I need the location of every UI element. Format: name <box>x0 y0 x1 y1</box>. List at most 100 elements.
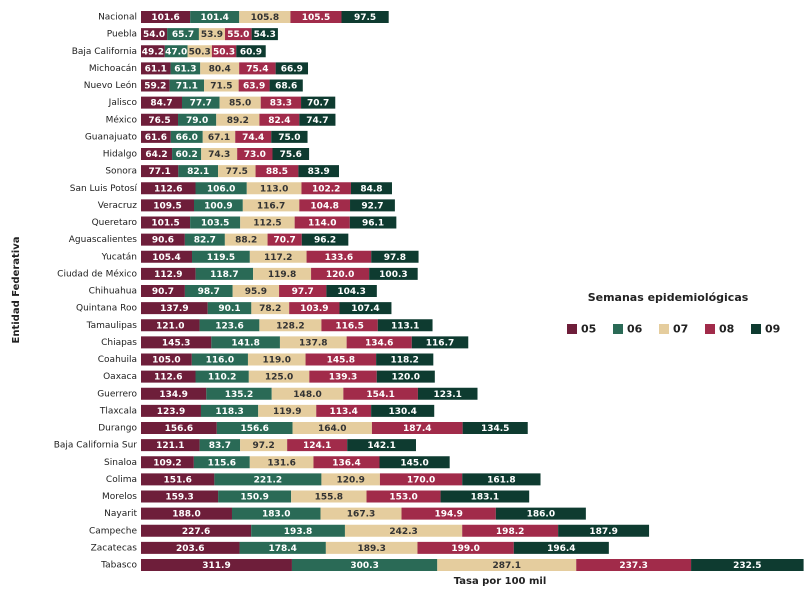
data-label: 109.5 <box>153 201 181 211</box>
bar-segment <box>211 45 237 58</box>
bar-segment <box>141 28 168 41</box>
data-label: 119.5 <box>207 253 235 263</box>
bar-segment <box>350 182 392 195</box>
data-label: 85.0 <box>229 99 251 109</box>
data-label: 131.6 <box>267 458 295 468</box>
bar-segment <box>191 353 248 366</box>
bar-segment <box>260 96 302 109</box>
legend-swatch <box>751 324 761 334</box>
data-label: 155.8 <box>315 493 343 503</box>
bar-segment <box>240 439 288 452</box>
data-label: 145.3 <box>162 338 190 348</box>
bar-segment <box>237 148 273 160</box>
y-tick-label: México <box>106 114 138 125</box>
bar-segment <box>495 507 586 520</box>
data-label: 113.0 <box>260 184 288 194</box>
bar-segment <box>202 130 236 143</box>
y-tick-label: Baja California <box>72 47 137 57</box>
y-tick-label: Tamaulipas <box>86 321 138 331</box>
y-tick-label: Chihuahua <box>89 287 137 297</box>
bar-segment <box>305 353 377 366</box>
bar-segment <box>178 165 219 178</box>
data-label: 102.2 <box>312 184 340 194</box>
bar-segment <box>141 473 215 486</box>
bar-segment <box>301 182 351 195</box>
data-label: 65.7 <box>172 30 194 40</box>
bar-segment <box>195 267 254 280</box>
data-label: 116.7 <box>426 338 454 348</box>
data-label: 90.1 <box>218 304 240 314</box>
data-label: 55.0 <box>227 30 249 40</box>
bar-segment <box>198 28 226 41</box>
data-label: 150.9 <box>240 493 268 503</box>
data-label: 95.9 <box>245 287 267 297</box>
data-label: 88.2 <box>235 236 257 246</box>
bar-segment <box>214 473 322 486</box>
data-label: 198.2 <box>496 527 524 537</box>
data-label: 104.8 <box>310 201 338 211</box>
data-label: 141.8 <box>231 338 259 348</box>
data-label: 101.5 <box>151 219 179 229</box>
y-tick-label: Oaxaca <box>103 372 137 382</box>
bar-segment <box>379 473 463 486</box>
data-label: 78.2 <box>259 304 281 314</box>
data-label: 74.7 <box>306 116 328 126</box>
bar-segment <box>298 165 339 178</box>
bar-segment <box>141 422 217 434</box>
data-label: 187.9 <box>589 527 617 537</box>
data-label: 109.2 <box>153 458 181 468</box>
data-label: 119.8 <box>268 270 296 280</box>
data-label: 97.7 <box>292 287 314 297</box>
data-label: 227.6 <box>182 527 210 537</box>
data-label: 96.2 <box>314 236 336 246</box>
y-tick-label: Yucatán <box>101 252 137 262</box>
y-tick-label: Nacional <box>98 13 137 23</box>
data-label: 154.1 <box>366 390 394 400</box>
data-label: 123.9 <box>157 407 185 417</box>
legend-swatch <box>613 324 623 334</box>
data-label: 100.3 <box>379 270 407 280</box>
data-label: 203.6 <box>176 544 204 554</box>
bar-segment <box>201 148 238 160</box>
data-label: 104.3 <box>337 287 365 297</box>
data-label: 119.9 <box>273 407 301 417</box>
data-label: 77.1 <box>149 167 171 177</box>
data-label: 123.6 <box>215 321 243 331</box>
y-tick-label: Tabasco <box>100 561 137 571</box>
bar-segment <box>187 45 212 58</box>
legend-label: 06 <box>627 323 643 336</box>
y-tick-label: Baja California Sur <box>54 441 138 451</box>
y-tick-label: Sonora <box>105 167 137 177</box>
bar-segment <box>211 336 280 349</box>
data-label: 145.8 <box>327 356 355 366</box>
data-label: 83.3 <box>270 99 292 109</box>
bar-segment <box>235 130 272 143</box>
data-label: 120.0 <box>326 270 354 280</box>
data-label: 103.5 <box>201 219 229 229</box>
bar-segment <box>462 473 541 486</box>
y-tick-label: Chiapas <box>101 338 137 348</box>
data-label: 79.0 <box>186 116 208 126</box>
data-label: 88.5 <box>266 167 288 177</box>
bar-segment <box>141 524 252 537</box>
bar-segment <box>178 113 217 126</box>
bar-segment <box>167 28 199 41</box>
data-label: 120.0 <box>392 373 420 383</box>
bar-segment <box>379 456 450 469</box>
data-label: 84.7 <box>150 99 172 109</box>
bar-segment <box>206 387 272 400</box>
data-label: 118.2 <box>390 356 418 366</box>
bar-segment <box>240 216 295 229</box>
bar-segment <box>242 199 300 212</box>
data-label: 101.4 <box>200 13 228 23</box>
bar-segment <box>141 559 292 571</box>
y-tick-label: Aguascalientes <box>69 235 138 245</box>
bar-segment <box>141 165 179 178</box>
data-label: 53.9 <box>201 30 223 40</box>
data-label: 189.3 <box>357 544 385 554</box>
bar-segment <box>141 182 196 195</box>
bar-segment <box>141 96 182 109</box>
data-label: 80.4 <box>209 64 231 74</box>
bar-segment <box>325 541 418 554</box>
y-tick-label: Ciudad de México <box>57 268 137 279</box>
